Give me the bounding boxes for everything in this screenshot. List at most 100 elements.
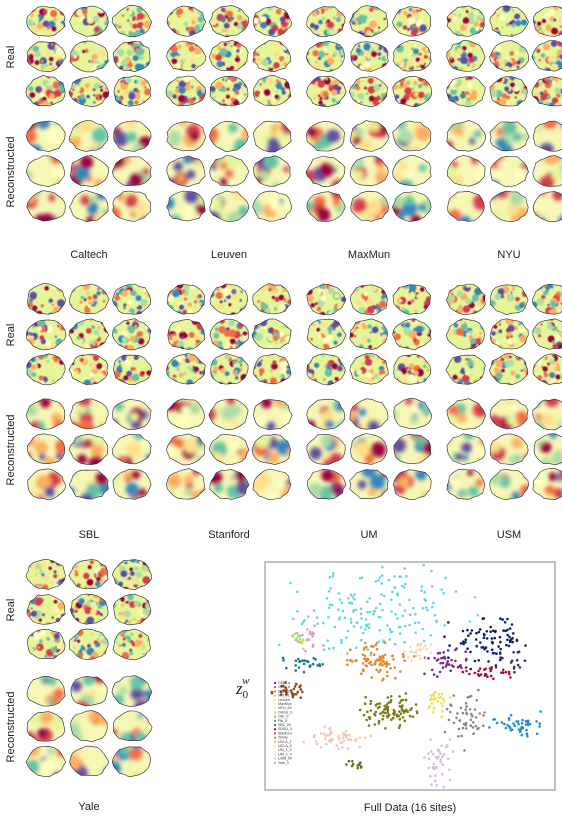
blob	[115, 624, 119, 625]
blob	[130, 769, 146, 777]
blob	[456, 412, 467, 424]
brain-outline	[489, 284, 529, 316]
blob	[29, 291, 37, 300]
blob	[98, 421, 105, 428]
blob	[130, 687, 144, 701]
brain-outline	[25, 155, 66, 187]
scatter-dot	[367, 626, 371, 629]
blob	[549, 372, 556, 379]
blob	[525, 64, 529, 72]
blob	[198, 343, 202, 347]
blob	[125, 639, 128, 642]
blob	[70, 582, 75, 586]
blob	[253, 70, 257, 72]
site-label: Yale	[78, 801, 99, 813]
brain-outline	[350, 284, 388, 316]
brain-map	[392, 120, 431, 151]
blob	[306, 68, 313, 72]
blob	[82, 62, 85, 65]
blob	[540, 441, 552, 454]
blob	[454, 367, 461, 374]
blob	[28, 379, 36, 385]
blob	[234, 57, 241, 63]
blob	[288, 283, 291, 287]
brain-outline	[349, 5, 389, 38]
blob	[116, 638, 120, 643]
blob	[94, 628, 102, 636]
blob	[233, 46, 238, 51]
blob	[515, 51, 519, 55]
blob	[366, 30, 372, 36]
blob	[489, 70, 492, 72]
blob	[129, 571, 135, 576]
blob	[543, 155, 560, 165]
blob	[55, 340, 62, 347]
blob	[60, 180, 65, 187]
blob	[308, 83, 315, 90]
blob	[307, 7, 310, 10]
blob	[375, 105, 379, 107]
blob	[490, 330, 497, 336]
blob	[257, 69, 264, 72]
blob	[60, 308, 66, 315]
blob	[56, 348, 61, 350]
blob	[28, 623, 31, 625]
blob	[73, 635, 79, 640]
blob	[130, 144, 145, 152]
blob	[416, 401, 425, 410]
blob	[480, 379, 485, 384]
blob	[477, 378, 483, 385]
brain-map	[69, 746, 109, 776]
blob	[284, 80, 291, 89]
blob	[531, 65, 534, 68]
blob	[533, 358, 535, 362]
blob	[120, 732, 132, 741]
blob	[129, 675, 144, 690]
blob	[140, 80, 147, 86]
blob	[47, 606, 51, 610]
blob	[282, 62, 288, 67]
brain-outline	[349, 120, 390, 152]
blob	[351, 101, 354, 104]
blob	[227, 40, 231, 45]
blob	[137, 713, 144, 720]
blob	[478, 101, 486, 107]
blob	[40, 676, 48, 682]
blob	[46, 127, 62, 144]
blob	[340, 296, 346, 303]
blob	[419, 287, 425, 292]
blob	[540, 323, 543, 326]
blob	[514, 13, 521, 20]
blob	[270, 54, 273, 57]
blob	[307, 357, 312, 365]
blob	[465, 72, 467, 74]
blob	[380, 490, 389, 499]
blob	[69, 309, 75, 314]
blob	[545, 81, 550, 85]
brain-map	[307, 469, 346, 500]
blob	[87, 203, 99, 215]
blob	[406, 59, 414, 68]
scatter-dot	[401, 584, 404, 588]
blob	[187, 365, 192, 371]
blob	[244, 347, 249, 350]
blob	[242, 331, 248, 336]
blob	[493, 58, 497, 62]
blob	[189, 403, 201, 415]
blob	[97, 287, 100, 291]
brain-outline	[306, 318, 347, 350]
blob	[44, 286, 49, 291]
blob	[63, 290, 66, 296]
blob	[63, 636, 66, 641]
blob	[313, 36, 316, 37]
blob	[447, 104, 451, 107]
blob	[104, 5, 109, 11]
blob	[28, 309, 34, 315]
brain-outline	[113, 40, 151, 73]
blob	[228, 123, 238, 133]
blob	[373, 155, 386, 165]
blob	[428, 105, 432, 107]
blob	[375, 343, 379, 347]
brain-map	[446, 76, 486, 107]
blob	[34, 50, 41, 58]
